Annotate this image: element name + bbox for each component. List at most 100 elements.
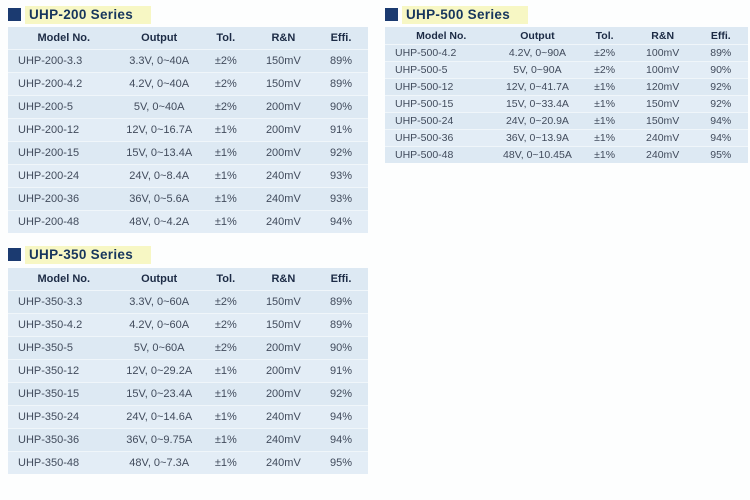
tolerance-cell: ±1% — [577, 129, 632, 147]
output-cell: 5V, 0~40A — [119, 95, 199, 119]
series-title-label: UHP-500 Series — [402, 5, 529, 24]
tolerance-cell: ±1% — [198, 118, 253, 142]
output-cell: 3.3V, 0~60A — [119, 290, 199, 314]
output-cell: 36V, 0~5.6A — [119, 187, 199, 211]
model-no-cell: UHP-350-24 — [8, 405, 120, 429]
output-cell: 4.2V, 0~40A — [119, 72, 199, 96]
output-cell: 36V, 0~13.9A — [497, 129, 578, 147]
ripple-noise-cell: 240mV — [631, 146, 694, 163]
output-cell: 24V, 0~8.4A — [119, 164, 199, 188]
spec-row: UHP-500-15 15V, 0~33.4A ±1% 150mV 92% — [385, 95, 748, 113]
output-cell: 5V, 0~90A — [497, 61, 578, 79]
model-no-cell: UHP-200-24 — [8, 164, 120, 188]
output-cell: 12V, 0~16.7A — [119, 118, 199, 142]
efficiency-cell: 89% — [313, 313, 368, 337]
ripple-noise-cell: 200mV — [252, 359, 314, 383]
spec-row: UHP-200-5 5V, 0~40A ±2% 200mV 90% — [8, 95, 368, 119]
column-header: Effi. — [313, 268, 368, 291]
spec-row: UHP-200-48 48V, 0~4.2A ±1% 240mV 94% — [8, 210, 368, 233]
tolerance-cell: ±1% — [198, 141, 253, 165]
spec-row: UHP-200-15 15V, 0~13.4A ±1% 200mV 92% — [8, 141, 368, 165]
tolerance-cell: ±1% — [198, 164, 253, 188]
output-cell: 48V, 0~7.3A — [119, 451, 199, 474]
column-header: R&N — [252, 27, 314, 50]
efficiency-cell: 95% — [693, 146, 748, 163]
tolerance-cell: ±1% — [198, 382, 253, 406]
efficiency-cell: 94% — [313, 428, 368, 452]
model-no-cell: UHP-200-48 — [8, 210, 120, 233]
output-cell: 48V, 0~4.2A — [119, 210, 199, 233]
efficiency-cell: 89% — [313, 49, 368, 73]
model-no-cell: UHP-350-36 — [8, 428, 120, 452]
output-cell: 15V, 0~13.4A — [119, 141, 199, 165]
efficiency-cell: 91% — [313, 359, 368, 383]
tolerance-cell: ±2% — [198, 95, 253, 119]
model-no-cell: UHP-350-5 — [8, 336, 120, 360]
spec-row: UHP-350-5 5V, 0~60A ±2% 200mV 90% — [8, 336, 368, 360]
ripple-noise-cell: 240mV — [252, 210, 314, 233]
spec-row: UHP-500-12 12V, 0~41.7A ±1% 120mV 92% — [385, 78, 748, 96]
tolerance-cell: ±1% — [577, 112, 632, 130]
tolerance-cell: ±2% — [577, 61, 632, 79]
column-header: Tol. — [198, 27, 253, 50]
model-no-cell: UHP-500-5 — [385, 61, 498, 79]
tolerance-cell: ±1% — [198, 405, 253, 429]
model-no-cell: UHP-500-12 — [385, 78, 498, 96]
column-header: Tol. — [198, 268, 253, 291]
spec-row: UHP-350-48 48V, 0~7.3A ±1% 240mV 95% — [8, 451, 368, 474]
tolerance-cell: ±2% — [198, 290, 253, 314]
spec-row: UHP-500-24 24V, 0~20.9A ±1% 150mV 94% — [385, 112, 748, 130]
efficiency-cell: 91% — [313, 118, 368, 142]
column-header: Model No. — [8, 27, 120, 50]
output-cell: 3.3V, 0~40A — [119, 49, 199, 73]
ripple-noise-cell: 100mV — [631, 61, 694, 79]
spec-table-uhp-350: Model No. Output Tol. R&N Effi. UHP-350-3.3 3… — [8, 268, 368, 474]
spec-row: UHP-350-24 24V, 0~14.6A ±1% 240mV 94% — [8, 405, 368, 429]
ripple-noise-cell: 150mV — [252, 313, 314, 337]
tolerance-cell: ±2% — [198, 336, 253, 360]
efficiency-cell: 92% — [313, 382, 368, 406]
header-row: Model No. Output Tol. R&N Effi. — [8, 27, 368, 50]
efficiency-cell: 94% — [693, 112, 748, 130]
tolerance-cell: ±1% — [198, 451, 253, 474]
efficiency-cell: 92% — [693, 95, 748, 113]
spec-row: UHP-200-3.3 3.3V, 0~40A ±2% 150mV 89% — [8, 49, 368, 73]
header-row: Model No. Output Tol. R&N Effi. — [385, 27, 748, 45]
spec-table-uhp-200: Model No. Output Tol. R&N Effi. UHP-200-3.3 3… — [8, 27, 368, 233]
ripple-noise-cell: 240mV — [252, 164, 314, 188]
efficiency-cell: 89% — [313, 290, 368, 314]
ripple-noise-cell: 240mV — [252, 451, 314, 474]
series-title-label: UHP-200 Series — [25, 5, 152, 24]
spec-row: UHP-350-12 12V, 0~29.2A ±1% 200mV 91% — [8, 359, 368, 383]
output-cell: 15V, 0~23.4A — [119, 382, 199, 406]
ripple-noise-cell: 240mV — [252, 405, 314, 429]
output-cell: 4.2V, 0~60A — [119, 313, 199, 337]
tolerance-cell: ±1% — [577, 146, 632, 163]
output-cell: 12V, 0~41.7A — [497, 78, 578, 96]
spec-row: UHP-500-36 36V, 0~13.9A ±1% 240mV 94% — [385, 129, 748, 147]
spec-row: UHP-200-4.2 4.2V, 0~40A ±2% 150mV 89% — [8, 72, 368, 96]
ripple-noise-cell: 240mV — [252, 187, 314, 211]
spec-row: UHP-500-48 48V, 0~10.45A ±1% 240mV 95% — [385, 146, 748, 163]
ripple-noise-cell: 150mV — [252, 290, 314, 314]
ripple-noise-cell: 120mV — [631, 78, 694, 96]
column-header: Output — [497, 27, 578, 45]
spec-row: UHP-500-5 5V, 0~90A ±2% 100mV 90% — [385, 61, 748, 79]
model-no-cell: UHP-200-5 — [8, 95, 120, 119]
model-no-cell: UHP-350-15 — [8, 382, 120, 406]
tolerance-cell: ±1% — [198, 428, 253, 452]
output-cell: 5V, 0~60A — [119, 336, 199, 360]
ripple-noise-cell: 150mV — [252, 49, 314, 73]
spec-row: UHP-350-36 36V, 0~9.75A ±1% 240mV 94% — [8, 428, 368, 452]
series-title-uhp-500: UHP-500 Series — [385, 5, 529, 24]
column-header: R&N — [631, 27, 694, 45]
tolerance-cell: ±1% — [577, 95, 632, 113]
ripple-noise-cell: 150mV — [631, 112, 694, 130]
series-title-label: UHP-350 Series — [25, 245, 152, 264]
ripple-noise-cell: 200mV — [252, 336, 314, 360]
tolerance-cell: ±2% — [577, 44, 632, 62]
ripple-noise-cell: 150mV — [631, 95, 694, 113]
column-header: Output — [119, 27, 199, 50]
tolerance-cell: ±1% — [198, 187, 253, 211]
spec-row: UHP-500-4.2 4.2V, 0~90A ±2% 100mV 89% — [385, 44, 748, 62]
